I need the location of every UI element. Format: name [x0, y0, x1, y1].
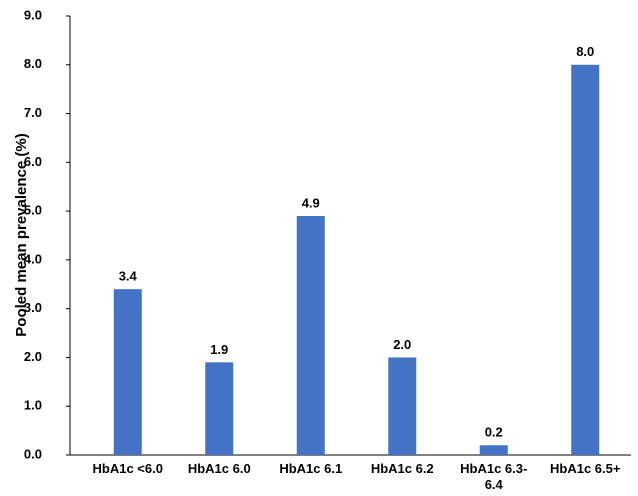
x-tick-label: HbA1c 6.5+ — [550, 461, 621, 476]
y-tick-label: 0.0 — [24, 446, 42, 461]
bar — [479, 445, 508, 455]
y-tick-label: 7.0 — [24, 105, 42, 120]
y-tick-label: 8.0 — [24, 56, 42, 71]
data-label: 4.9 — [302, 195, 320, 210]
data-label: 2.0 — [393, 337, 411, 352]
data-label: 0.2 — [485, 425, 503, 440]
x-tick-label: HbA1c 6.0 — [187, 461, 251, 476]
x-tick-label: HbA1c 6.2 — [370, 461, 434, 476]
bar — [113, 289, 142, 455]
y-axis-title: Pooled mean prevalence (%) — [13, 133, 30, 336]
bar — [388, 357, 417, 455]
y-tick-label: 1.0 — [24, 398, 42, 413]
y-tick-label: 9.0 — [24, 7, 42, 22]
bar — [296, 215, 325, 455]
y-tick-label: 2.0 — [24, 349, 42, 364]
data-label: 3.4 — [119, 269, 138, 284]
y-tick-label: 3.0 — [24, 300, 42, 315]
x-tick-label: HbA1c 6.1 — [279, 461, 343, 476]
bar — [571, 64, 600, 456]
y-tick-label: 5.0 — [24, 203, 42, 218]
bar — [205, 362, 234, 455]
data-label: 8.0 — [576, 44, 594, 59]
y-tick-label: 6.0 — [24, 154, 42, 169]
y-tick-label: 4.0 — [24, 251, 42, 266]
x-tick-label: HbA1c <6.0 — [92, 461, 163, 476]
data-label: 1.9 — [210, 342, 228, 357]
x-tick-label: HbA1c 6.3-6.4 — [460, 461, 528, 492]
